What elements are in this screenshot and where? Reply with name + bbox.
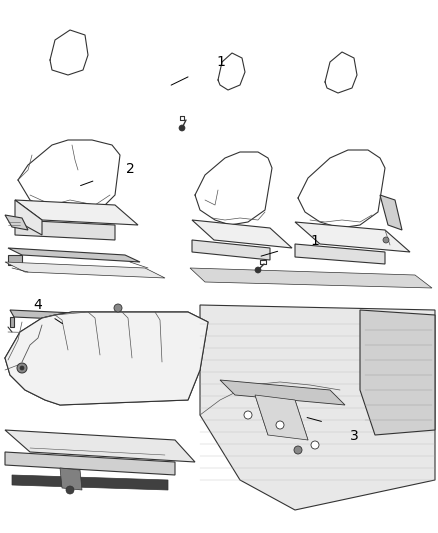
Polygon shape	[10, 317, 14, 327]
Polygon shape	[15, 220, 115, 240]
Polygon shape	[255, 395, 308, 440]
Polygon shape	[15, 200, 42, 235]
Polygon shape	[60, 468, 82, 490]
Text: 2: 2	[126, 163, 135, 176]
Polygon shape	[118, 315, 122, 330]
Polygon shape	[5, 430, 195, 462]
Circle shape	[114, 304, 122, 312]
Polygon shape	[295, 222, 410, 252]
Polygon shape	[8, 248, 140, 262]
Circle shape	[20, 366, 24, 370]
Text: 1: 1	[310, 234, 319, 248]
Circle shape	[244, 411, 252, 419]
Circle shape	[66, 486, 74, 494]
Polygon shape	[12, 475, 168, 490]
Text: 1: 1	[217, 55, 226, 69]
Text: 4: 4	[33, 298, 42, 312]
Polygon shape	[5, 312, 208, 405]
Polygon shape	[5, 262, 165, 278]
Circle shape	[294, 446, 302, 454]
Circle shape	[311, 441, 319, 449]
Polygon shape	[220, 380, 345, 405]
Polygon shape	[192, 240, 270, 260]
Circle shape	[276, 421, 284, 429]
Circle shape	[255, 267, 261, 273]
Circle shape	[17, 363, 27, 373]
Polygon shape	[295, 244, 385, 264]
Polygon shape	[360, 310, 435, 435]
Polygon shape	[5, 452, 175, 475]
Polygon shape	[15, 200, 138, 225]
Polygon shape	[380, 195, 402, 230]
Polygon shape	[190, 268, 432, 288]
Polygon shape	[200, 305, 435, 510]
Polygon shape	[10, 310, 122, 322]
Text: 3: 3	[350, 429, 359, 443]
Circle shape	[179, 125, 185, 131]
Polygon shape	[8, 255, 22, 265]
Circle shape	[383, 237, 389, 243]
Polygon shape	[192, 220, 292, 248]
Polygon shape	[5, 215, 28, 230]
